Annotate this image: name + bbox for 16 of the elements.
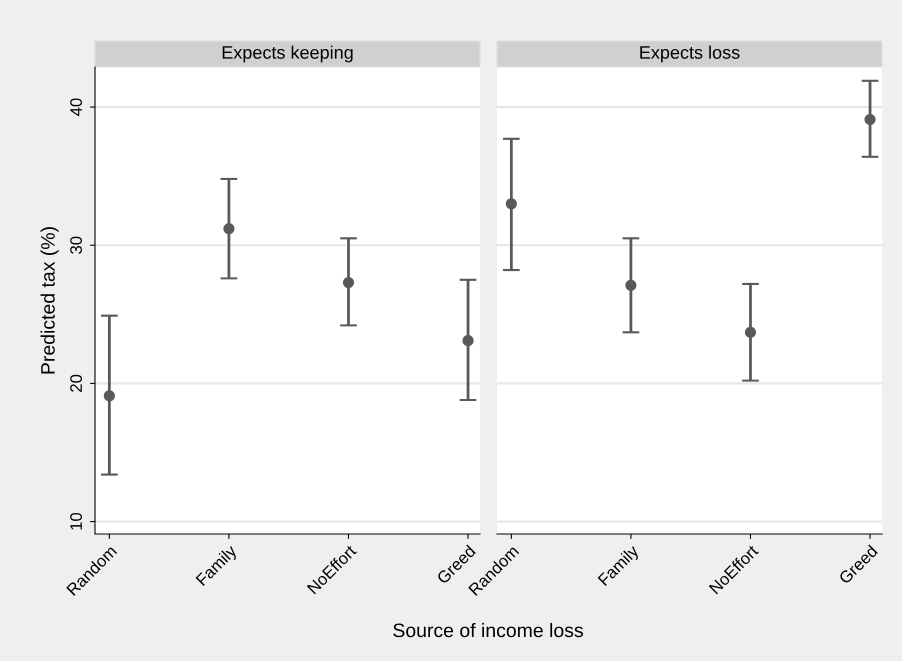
point [462, 335, 474, 346]
point [864, 114, 876, 126]
y-tick-label: 30 [70, 236, 82, 254]
y-tick-label: 20 [70, 374, 82, 392]
point [625, 280, 636, 291]
x-axis-title: Source of income loss [393, 622, 583, 638]
y-tick-label: 10 [70, 512, 82, 530]
point [223, 223, 234, 234]
chart-title: Expects keeping [222, 46, 353, 62]
chart-title: Expects loss [640, 46, 740, 62]
point [744, 326, 756, 338]
y-axis-title: Predicted tax (%) [40, 227, 59, 374]
point [342, 276, 354, 288]
y-tick-label: 40 [70, 98, 82, 116]
point [104, 390, 115, 402]
point [506, 198, 517, 210]
